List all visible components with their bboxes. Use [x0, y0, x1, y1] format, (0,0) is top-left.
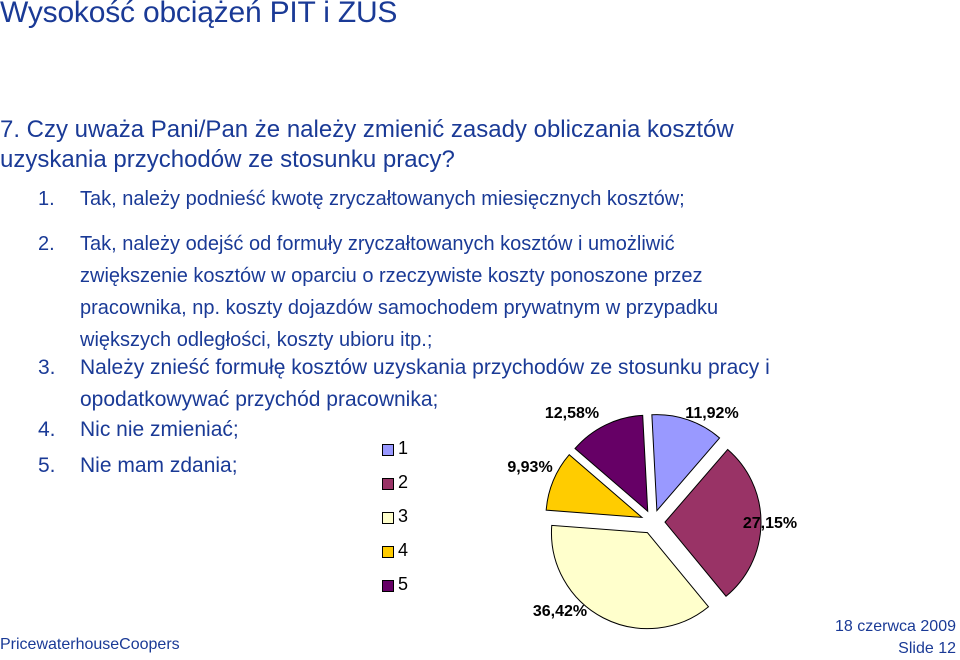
- option-text: Nic nie zmieniać;: [80, 418, 239, 441]
- data-label-2: 27,15%: [743, 515, 797, 532]
- data-label-3: 36,42%: [533, 603, 587, 620]
- footer-date: 18 czerwca 2009: [835, 618, 956, 635]
- question: 7. Czy uważa Pani/Pan że należy zmienić …: [0, 115, 734, 175]
- legend-label: 5: [398, 574, 409, 594]
- option-number: 1.: [38, 188, 55, 210]
- option-text: Tak, należy odejść od formuły zryczałtow…: [80, 233, 675, 255]
- option-text: zwiększenie kosztów w oparciu o rzeczywi…: [80, 265, 703, 287]
- legend-swatch: [382, 478, 394, 490]
- pie-slice-4: [545, 453, 644, 519]
- option-text: większych odległości, koszty ubioru itp.…: [80, 329, 433, 351]
- legend-label: 3: [398, 506, 409, 526]
- legend-label: 4: [398, 540, 409, 560]
- footer-slide: Slide 12: [898, 640, 956, 657]
- data-label-1: 11,92%: [685, 405, 738, 422]
- option-text: Tak, należy podnieść kwotę zryczałtowany…: [80, 188, 685, 210]
- question-line: uzyskania przychodów ze stosunku pracy?: [0, 146, 455, 173]
- option-number: 4.: [38, 418, 56, 441]
- option-text: Nie mam zdania;: [80, 454, 238, 477]
- legend-swatch: [382, 546, 394, 558]
- data-label-5: 12,58%: [545, 405, 599, 422]
- footer-company: PricewaterhouseCoopers: [0, 636, 180, 653]
- question-line: 7. Czy uważa Pani/Pan że należy zmienić …: [0, 116, 734, 143]
- data-label-4: 9,93%: [507, 459, 552, 476]
- slide-title: Wysokość obciążeń PIT i ZUS: [0, 0, 398, 29]
- option-text: pracownika, np. koszty dojazdów samochod…: [80, 297, 719, 319]
- pie-slice-5: [574, 414, 649, 513]
- option-number: 5.: [38, 454, 56, 477]
- legend-swatch: [382, 580, 394, 592]
- footer-info: 18 czerwca 2009 Slide 12: [835, 616, 956, 660]
- pie-slice-2: [664, 448, 762, 597]
- legend-swatch: [382, 444, 394, 456]
- legend-label: 1: [398, 438, 409, 458]
- pie-slice-1: [651, 414, 721, 512]
- option-text: opodatkowywać przychód pracownika;: [80, 388, 439, 411]
- legend-label: 2: [398, 472, 409, 492]
- option-text: Należy znieść formułę kosztów uzyskania …: [80, 356, 770, 379]
- option-number: 2.: [38, 233, 55, 255]
- pie-slice-3: [550, 524, 710, 630]
- legend-swatch: [382, 512, 394, 524]
- option-number: 3.: [38, 356, 56, 379]
